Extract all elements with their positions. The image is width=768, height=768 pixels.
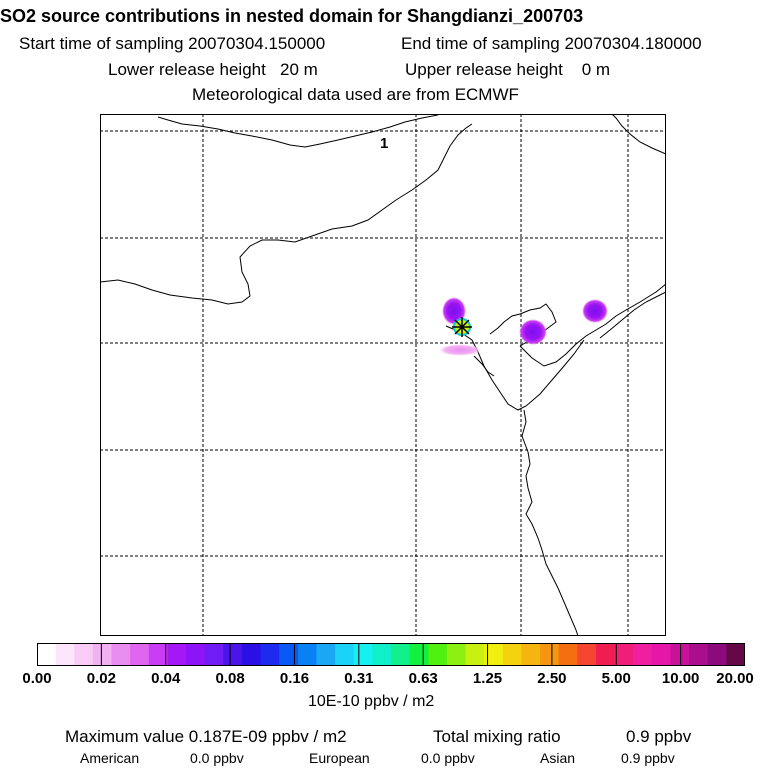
plume-patch-northeast [582, 299, 608, 323]
colorbar-cell [279, 643, 299, 666]
meteo-source-label: Meteorological data used are from ECMWF [192, 85, 519, 104]
colorbar-cell [92, 643, 113, 666]
plume-patch-north [442, 297, 466, 325]
colorbar-cell [297, 643, 317, 666]
colorbar-cell [74, 643, 94, 666]
graticule [100, 114, 666, 636]
upper-release-label: Upper release height 0 m [405, 60, 611, 79]
lower-release-label: Lower release height 20 m [108, 60, 318, 79]
colorbar-tick-label: 2.50 [537, 670, 567, 687]
asian-value: 0.9 ppbv [621, 750, 675, 766]
european-label: European [309, 750, 370, 766]
colorbar-cell [391, 643, 411, 666]
colorbar-unit-label: 10E-10 ppbv / m2 [308, 693, 435, 710]
total-mixing-value: 0.9 ppbv [626, 727, 692, 746]
colorbar-tick-label: 0.00 [22, 670, 52, 687]
colorbar-cell [540, 643, 560, 666]
map-title: SO2 source contributions in nested domai… [0, 6, 584, 26]
colorbar-tick-label: 0.08 [215, 670, 245, 687]
colorbar-cell [55, 643, 75, 666]
colorbar-tick-label: 5.00 [601, 670, 631, 687]
colorbar-tick-label: 0.02 [86, 670, 116, 687]
colorbar-cell [335, 643, 355, 666]
colorbar-cell [689, 643, 709, 666]
colorbar-tick-label: 0.31 [344, 670, 374, 687]
total-mixing-label: Total mixing ratio [433, 727, 561, 746]
maximum-value-label: Maximum value 0.187E-09 ppbv / m2 [65, 727, 347, 746]
colorbar-cell [260, 643, 280, 666]
colorbar-cell [428, 643, 448, 666]
colorbar-cell [484, 643, 504, 666]
american-value: 0.0 ppbv [190, 750, 244, 766]
plume-patches [438, 297, 608, 356]
colorbar-tick-label: 20.00 [716, 670, 754, 687]
colorbar-cell [446, 643, 467, 666]
end-time-label: End time of sampling 20070304.180000 [401, 34, 702, 53]
station-marker [452, 317, 472, 337]
colorbar-cell [558, 643, 578, 666]
colorbar-frame [37, 643, 745, 666]
map-panel: 1 [100, 114, 666, 636]
colorbar-cell [204, 643, 224, 666]
american-label: American [80, 750, 140, 766]
colorbar-cell [670, 643, 690, 666]
colorbar-cell [316, 643, 336, 666]
colorbar-cell [111, 643, 131, 666]
colorbar-cell [186, 643, 206, 666]
map-frame [100, 114, 666, 636]
colorbar-cell [633, 643, 653, 666]
colorbar-cell [614, 643, 634, 666]
colorbar-cell [707, 643, 727, 666]
start-time-label: Start time of sampling 20070304.150000 [19, 34, 326, 53]
colorbar-tick-label: 1.25 [472, 670, 503, 687]
colorbar-cell [409, 643, 429, 666]
colorbar-cell [148, 643, 168, 666]
colorbar-cell [595, 643, 616, 666]
colorbar-tick-label: 0.04 [151, 670, 181, 687]
colorbar-tick-label: 10.00 [661, 670, 700, 687]
grid-label: 1 [380, 135, 388, 152]
colorbar-cell [130, 643, 150, 666]
coastlines [100, 114, 666, 636]
colorbar-cell [167, 643, 187, 666]
colorbar-cell [37, 643, 57, 666]
plume-patch-south [438, 344, 482, 356]
colorbar-cell [223, 643, 243, 666]
colorbar-cell [726, 643, 745, 666]
colorbar-cell [241, 643, 262, 666]
asian-label: Asian [540, 750, 576, 766]
colorbar-tick-label: 0.63 [408, 670, 438, 687]
colorbar [37, 643, 745, 666]
colorbar-cell [353, 643, 373, 666]
colorbar-cell [521, 643, 541, 666]
colorbar-tick-label: 0.16 [279, 670, 310, 687]
colorbar-cell [577, 643, 597, 666]
colorbar-cell [651, 643, 671, 666]
plume-patch-east [519, 319, 547, 345]
colorbar-cell [502, 643, 522, 666]
colorbar-cell [465, 643, 485, 666]
european-value: 0.0 ppbv [421, 750, 475, 766]
colorbar-cell [372, 643, 392, 666]
